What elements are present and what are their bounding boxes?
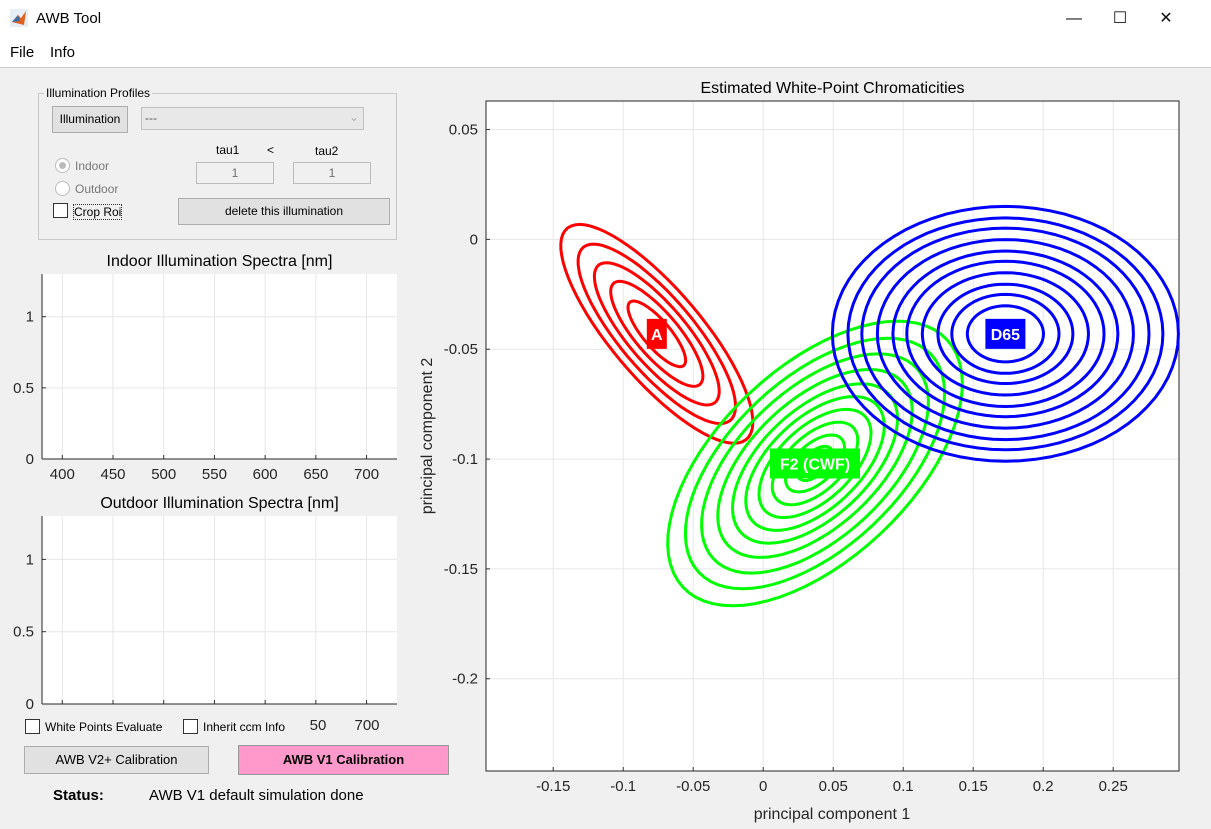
- axes-background: [42, 274, 397, 459]
- y-tick-label: -0.05: [444, 341, 478, 358]
- illumination-dropdown[interactable]: --- ⌄: [141, 107, 364, 130]
- x-tick-label: 0.05: [819, 778, 848, 795]
- tau2-label: tau2: [315, 144, 339, 158]
- y-tick-label: 0.05: [449, 122, 478, 139]
- panel-title: Illumination Profiles: [44, 86, 153, 100]
- x-tick-label: -0.15: [536, 778, 570, 795]
- x-tick-label: -0.1: [610, 778, 636, 795]
- chart-title: Indoor Illumination Spectra [nm]: [107, 253, 333, 270]
- status-text: AWB V1 default simulation done: [149, 787, 364, 804]
- contour-d65: [920, 271, 1091, 397]
- inherit-ccm-label: Inherit ccm Info: [203, 720, 286, 734]
- x-tick-label: 0.15: [959, 778, 988, 795]
- crop-roi-label: Crop Roi: [73, 204, 123, 220]
- contour-a: [559, 222, 755, 445]
- illumination-button[interactable]: Illumination: [52, 106, 128, 133]
- x-tick-label: 0: [759, 778, 767, 795]
- contour-f2-cwf-: [716, 367, 914, 559]
- awb-v1-calibration-button[interactable]: AWB V1 Calibration: [238, 745, 449, 775]
- x-tick-label: 700: [354, 717, 379, 734]
- y-tick-label: -0.15: [444, 561, 478, 578]
- status-label: Status:: [53, 787, 104, 804]
- x-tick-label: 0.25: [1099, 778, 1128, 795]
- x-tick-label: 450: [100, 466, 125, 483]
- minimize-button[interactable]: —: [1066, 10, 1082, 27]
- awb-v2-calibration-button[interactable]: AWB V2+ Calibration: [24, 746, 209, 774]
- x-tick-label: 700: [354, 466, 379, 483]
- y-tick-label: -0.1: [452, 451, 478, 468]
- contour-d65: [950, 292, 1061, 375]
- series-label: F2 (CWF): [780, 456, 850, 473]
- indoor-label: Indoor: [75, 159, 110, 173]
- menu-bar: File Info: [0, 37, 1211, 67]
- y-tick-label: 0: [470, 231, 478, 248]
- contour-d65: [936, 282, 1075, 386]
- series-label: D65: [991, 327, 1020, 344]
- y-tick-label: -0.2: [452, 671, 478, 688]
- title-bar: AWB Tool — ☐ ✕: [0, 0, 1211, 37]
- y-tick-label: 1: [26, 309, 34, 326]
- tau1-label: tau1: [216, 143, 240, 157]
- chart-title: Estimated White-Point Chromaticities: [700, 80, 964, 97]
- axes-background: [42, 516, 397, 704]
- y-tick-label: 0: [26, 696, 34, 713]
- indoor-radio[interactable]: [55, 158, 70, 173]
- x-tick-label: 50: [310, 717, 327, 734]
- contour-d65: [875, 238, 1135, 430]
- maximize-button[interactable]: ☐: [1112, 10, 1128, 27]
- x-tick-label: 650: [303, 466, 328, 483]
- inherit-ccm-checkbox[interactable]: [183, 719, 198, 734]
- contour-a: [609, 279, 705, 388]
- outdoor-label: Outdoor: [75, 182, 119, 196]
- x-axis-label: principal component 1: [754, 806, 911, 823]
- delete-illumination-button[interactable]: delete this illumination: [178, 198, 390, 225]
- chevron-down-icon: ⌄: [348, 110, 359, 124]
- illumination-profiles-panel: [38, 93, 397, 240]
- crop-roi-checkbox[interactable]: [53, 203, 68, 218]
- series-label-box: [985, 318, 1026, 349]
- close-button[interactable]: ✕: [1159, 10, 1173, 27]
- y-tick-label: 1: [26, 551, 34, 568]
- chart-title: Outdoor Illumination Spectra [nm]: [100, 495, 338, 512]
- x-tick-label: 400: [50, 466, 75, 483]
- contour-d65: [846, 216, 1165, 452]
- contour-d65: [965, 304, 1046, 364]
- contour-f2-cwf-: [683, 336, 947, 591]
- dropdown-value: ---: [145, 111, 157, 125]
- white-points-evaluate-checkbox[interactable]: [25, 719, 40, 734]
- white-points-evaluate-label: White Points Evaluate: [45, 720, 163, 734]
- contour-a: [626, 299, 688, 369]
- menu-info[interactable]: Info: [50, 44, 76, 61]
- contour-a: [592, 261, 721, 407]
- axes-box: [485, 100, 1180, 772]
- x-tick-label: 550: [202, 466, 227, 483]
- contour-d65: [830, 204, 1180, 463]
- y-tick-label: 0.5: [13, 380, 34, 397]
- matlab-logo-icon: [10, 9, 28, 27]
- tau2-input[interactable]: 1: [293, 162, 371, 184]
- series-label-box: [646, 318, 667, 349]
- x-tick-label: 0.1: [893, 778, 914, 795]
- x-tick-label: -0.05: [676, 778, 710, 795]
- y-tick-label: 0.5: [13, 624, 34, 641]
- outdoor-radio[interactable]: [55, 181, 70, 196]
- contour-d65: [891, 249, 1120, 419]
- y-tick-label: 0: [26, 451, 34, 468]
- contour-d65: [905, 259, 1106, 409]
- contour-d65: [860, 226, 1151, 442]
- y-axis-label: principal component 2: [419, 358, 436, 515]
- contour-f2-cwf-: [730, 382, 900, 545]
- less-than-label: <: [267, 143, 275, 157]
- contour-a: [576, 242, 738, 426]
- menu-file[interactable]: File: [10, 44, 35, 61]
- x-tick-label: 600: [253, 466, 278, 483]
- series-label-box: [770, 448, 860, 479]
- x-tick-label: 0.2: [1033, 778, 1054, 795]
- x-tick-label: 500: [151, 466, 176, 483]
- contour-f2-cwf-: [744, 395, 886, 532]
- tau1-input[interactable]: 1: [196, 162, 274, 184]
- series-label: A: [651, 327, 663, 344]
- window-title: AWB Tool: [36, 10, 102, 27]
